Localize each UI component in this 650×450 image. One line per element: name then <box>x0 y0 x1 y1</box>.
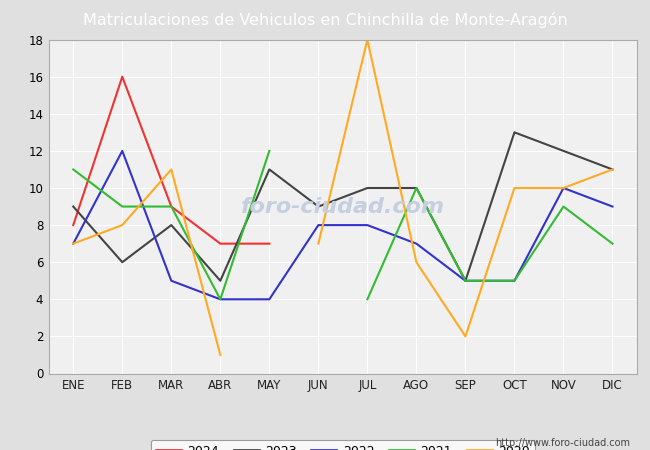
Text: foro-ciudad.com: foro-ciudad.com <box>241 197 445 216</box>
Text: http://www.foro-ciudad.com: http://www.foro-ciudad.com <box>495 438 630 448</box>
Legend: 2024, 2023, 2022, 2021, 2020: 2024, 2023, 2022, 2021, 2020 <box>151 440 535 450</box>
Text: Matriculaciones de Vehiculos en Chinchilla de Monte-Aragón: Matriculaciones de Vehiculos en Chinchil… <box>83 12 567 28</box>
